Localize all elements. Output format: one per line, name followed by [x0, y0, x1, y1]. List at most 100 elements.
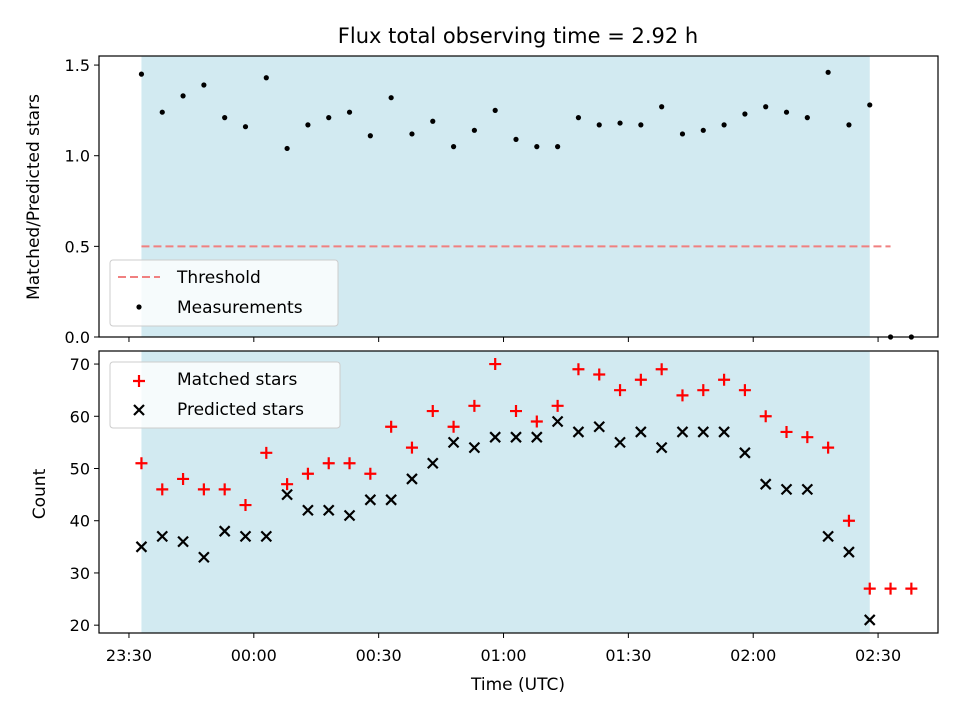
matched-star-point	[572, 363, 585, 376]
matched-star-point	[343, 457, 356, 470]
predicted-star-point	[822, 530, 834, 543]
predicted-star-point	[364, 494, 377, 506]
matched-star-point	[260, 446, 273, 459]
matched-star-point	[281, 478, 294, 491]
matched-star-point	[426, 405, 439, 418]
matched-star-point	[842, 514, 855, 527]
top-legend: Threshold Measurements	[109, 259, 339, 327]
measurement-point	[659, 104, 665, 110]
matched-star-point	[385, 420, 398, 433]
predicted-star-point	[510, 431, 522, 443]
legend-threshold-label: Threshold	[176, 268, 261, 288]
predicted-star-point	[385, 494, 397, 506]
predicted-star-point	[322, 504, 335, 517]
matched-star-point	[863, 582, 876, 595]
matched-star-point	[551, 399, 564, 412]
measurement-point	[409, 131, 415, 137]
legend-matched-swatch	[133, 375, 145, 387]
measurement-point	[617, 120, 623, 126]
legend-measurements-swatch	[136, 304, 142, 310]
predicted-star-point	[759, 478, 772, 490]
y-tick-label: 40	[70, 512, 90, 531]
matched-star-point	[718, 373, 731, 386]
matched-star-point	[177, 472, 190, 485]
top-y-axis-label: Matched/Predicted stars	[24, 94, 44, 300]
matched-star-point	[405, 441, 418, 454]
matched-star-point	[197, 483, 210, 496]
predicted-star-point	[198, 551, 210, 564]
matched-star-point	[156, 483, 169, 496]
measurement-point	[450, 144, 457, 150]
predicted-star-point	[218, 525, 231, 537]
predicted-star-point	[531, 431, 543, 443]
matched-star-point	[489, 358, 502, 371]
bottom-y-axis-label: Count	[30, 468, 50, 519]
predicted-star-point	[676, 426, 689, 438]
matched-star-point	[697, 384, 710, 397]
matched-star-point	[301, 467, 314, 480]
x-tick-label: 00:00	[231, 646, 277, 665]
predicted-star-point	[343, 509, 356, 522]
predicted-star-point	[635, 426, 647, 438]
matched-star-point	[239, 499, 252, 512]
legend-matched-label: Matched stars	[177, 370, 297, 390]
predicted-stars-points	[135, 415, 876, 626]
matched-star-point	[364, 467, 377, 480]
measurement-point	[804, 115, 810, 121]
x-axis-label: Time (UTC)	[470, 675, 565, 695]
measurement-point	[742, 111, 748, 117]
top-y-ticks: 0.0 0.5 1.0 1.5	[65, 56, 99, 347]
measurement-point	[783, 109, 790, 115]
x-tick-label: 02:30	[855, 646, 901, 665]
measurement-point	[679, 131, 686, 137]
measurement-point	[201, 82, 207, 88]
legend-predicted-swatch	[133, 404, 145, 416]
measurement-point	[763, 104, 769, 110]
predicted-star-point	[572, 426, 585, 438]
matched-star-point	[676, 389, 689, 402]
measurement-point	[471, 127, 477, 133]
measurement-point	[534, 144, 540, 150]
matched-star-point	[135, 457, 148, 470]
measurement-point	[555, 144, 561, 150]
bottom-panel: 20 30 40 50 60 70 23:30 00:00 00:30 01:00 01:30 02…	[30, 350, 939, 695]
measurement-point	[138, 71, 145, 77]
measurement-point	[305, 122, 311, 128]
chart-title: Flux total observing time = 2.92 h	[338, 24, 698, 48]
matched-star-point	[634, 373, 647, 386]
y-tick-label: 50	[70, 460, 90, 479]
measurement-point	[513, 136, 519, 142]
y-tick-label: 1.5	[65, 56, 90, 75]
top-panel: 0.0 0.5 1.0 1.5 Matched/Predicted stars Thr…	[24, 55, 939, 347]
predicted-star-point	[551, 415, 564, 428]
predicted-star-point	[843, 546, 855, 558]
x-tick-label: 02:00	[730, 646, 776, 665]
predicted-star-point	[718, 426, 730, 438]
predicted-star-point	[614, 436, 626, 449]
predicted-star-point	[239, 530, 252, 543]
predicted-star-point	[426, 457, 439, 470]
measurement-point	[721, 122, 727, 128]
predicted-star-point	[177, 535, 189, 548]
measurement-point	[159, 109, 165, 115]
x-tick-label: 01:30	[605, 646, 651, 665]
predicted-star-point	[780, 483, 793, 496]
predicted-star-point	[489, 431, 501, 443]
predicted-star-point	[281, 488, 293, 501]
measurement-point	[367, 133, 373, 139]
measurement-point	[492, 107, 498, 113]
matched-star-point	[468, 399, 481, 412]
measurement-point	[846, 122, 852, 128]
matched-star-point	[614, 384, 627, 397]
predicted-star-point	[697, 426, 710, 438]
measurement-point	[388, 95, 394, 101]
predicted-star-point	[593, 420, 606, 433]
measurement-point	[263, 75, 269, 81]
measurement-point	[825, 69, 831, 75]
legend-measurements-label: Measurements	[177, 298, 303, 318]
matched-star-point	[530, 415, 543, 428]
bottom-legend: Matched stars Predicted stars	[109, 361, 341, 429]
bottom-x-ticks: 23:30 00:00 00:30 01:00 01:30 02:00 02:30	[106, 633, 901, 665]
matched-star-point	[655, 363, 668, 376]
predicted-star-point	[156, 530, 169, 543]
